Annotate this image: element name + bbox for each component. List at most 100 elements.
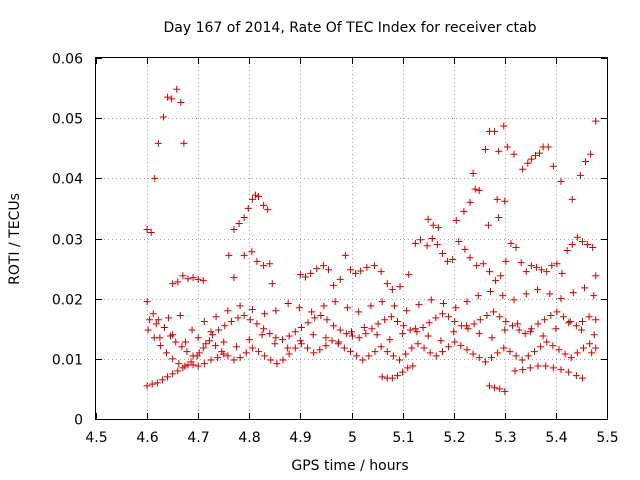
data-point (214, 354, 222, 362)
data-point (557, 295, 565, 303)
data-point (359, 356, 367, 364)
data-point (517, 259, 525, 267)
data-point (508, 322, 516, 330)
y-tick-label: 0.04 (52, 172, 83, 188)
data-point (488, 334, 496, 342)
data-point (496, 313, 504, 321)
data-point (164, 93, 172, 101)
data-point (322, 334, 330, 342)
data-point (220, 338, 228, 346)
data-point (302, 273, 310, 281)
data-point (147, 228, 155, 236)
data-point (464, 325, 472, 333)
data-point (428, 235, 436, 242)
data-point (479, 260, 487, 268)
data-point (452, 304, 460, 312)
data-point (168, 95, 176, 103)
data-point (271, 340, 279, 348)
data-point (207, 356, 215, 364)
y-tick-label: 0.05 (52, 112, 83, 128)
data-point (474, 292, 482, 300)
x-tick-label: 4.6 (136, 430, 158, 446)
data-point (534, 362, 542, 370)
data-point (311, 314, 319, 322)
data-point (323, 316, 331, 324)
data-point (590, 292, 598, 300)
data-point (317, 312, 325, 320)
x-tick-label: 5.1 (392, 430, 414, 446)
data-point (151, 174, 159, 182)
data-point (462, 322, 470, 330)
data-point (563, 247, 571, 255)
data-point (279, 356, 287, 364)
data-point (463, 346, 471, 354)
data-point (502, 318, 510, 326)
data-point (501, 387, 509, 395)
data-point (457, 342, 465, 350)
data-point (200, 360, 208, 368)
data-point (234, 314, 242, 322)
data-point (402, 350, 410, 358)
data-point (511, 367, 519, 375)
data-point (475, 330, 483, 338)
data-point (383, 280, 391, 288)
data-point (521, 330, 529, 338)
data-point (233, 343, 241, 351)
data-point (378, 373, 386, 381)
data-points (143, 85, 600, 395)
data-point (429, 221, 437, 229)
data-point (202, 340, 210, 348)
data-point (414, 340, 422, 348)
data-point (178, 343, 186, 351)
data-point (200, 318, 208, 326)
data-point (527, 325, 535, 333)
data-point (390, 302, 398, 310)
data-point (261, 352, 269, 360)
data-point (424, 332, 432, 340)
x-axis-label: GPS time / hours (291, 458, 408, 474)
data-point (445, 313, 453, 321)
data-point (189, 361, 197, 369)
data-point (502, 257, 510, 265)
data-point (154, 139, 162, 147)
data-point (236, 354, 244, 362)
data-point (592, 117, 600, 125)
data-point (349, 332, 357, 340)
data-point (573, 349, 581, 357)
data-point (172, 338, 180, 346)
data-point (346, 266, 354, 274)
data-point (316, 346, 324, 354)
y-axis-label: ROTI / TECUs (7, 193, 23, 285)
data-point (319, 262, 327, 270)
data-point (310, 349, 318, 357)
data-point (587, 150, 595, 158)
grid-lines (96, 58, 607, 419)
data-point (389, 352, 397, 360)
data-point (235, 219, 243, 227)
data-point (165, 314, 173, 322)
data-point (579, 344, 587, 352)
data-point (566, 318, 574, 326)
data-point (377, 268, 385, 276)
data-point (297, 324, 305, 332)
data-point (360, 324, 368, 332)
data-point (355, 334, 363, 342)
data-point (463, 298, 471, 306)
data-point (490, 308, 498, 316)
data-point (557, 366, 565, 374)
data-point (330, 281, 338, 289)
data-point (449, 256, 457, 264)
data-point (486, 287, 494, 295)
data-point (368, 325, 376, 333)
data-point (173, 85, 181, 93)
data-point (403, 307, 411, 315)
data-point (340, 344, 348, 352)
data-point (588, 349, 596, 357)
data-point (565, 319, 573, 327)
data-point (295, 304, 303, 312)
chart-title: Day 167 of 2014, Rate Of TEC Index for r… (163, 20, 536, 36)
data-point (485, 382, 493, 390)
data-point (296, 271, 304, 279)
data-point (224, 352, 232, 360)
data-point (568, 195, 576, 203)
